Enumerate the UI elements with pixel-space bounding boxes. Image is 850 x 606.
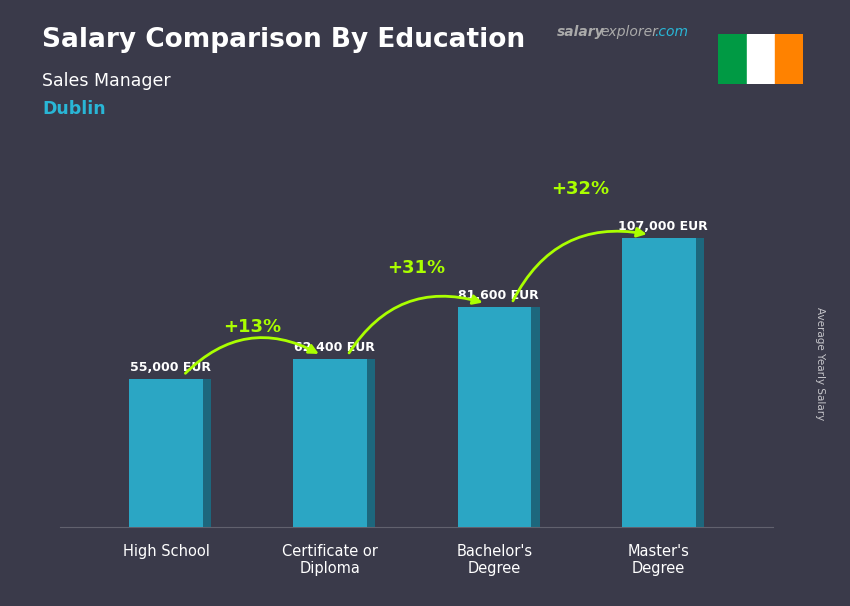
Text: Salary Comparison By Education: Salary Comparison By Education xyxy=(42,27,525,53)
Polygon shape xyxy=(203,379,212,527)
Text: 62,400 EUR: 62,400 EUR xyxy=(294,341,375,354)
Bar xyxy=(129,379,203,527)
Bar xyxy=(718,34,746,84)
Text: +31%: +31% xyxy=(388,259,445,276)
Text: 107,000 EUR: 107,000 EUR xyxy=(618,220,707,233)
Text: Sales Manager: Sales Manager xyxy=(42,72,171,90)
Polygon shape xyxy=(695,238,704,527)
Text: +13%: +13% xyxy=(224,318,281,336)
Text: .com: .com xyxy=(654,25,688,39)
Bar xyxy=(293,359,367,527)
Text: explorer: explorer xyxy=(600,25,658,39)
Text: salary: salary xyxy=(557,25,604,39)
Polygon shape xyxy=(367,359,376,527)
Text: 81,600 EUR: 81,600 EUR xyxy=(458,288,539,302)
Text: 55,000 EUR: 55,000 EUR xyxy=(130,361,211,374)
Bar xyxy=(775,34,803,84)
Text: +32%: +32% xyxy=(552,181,609,198)
Bar xyxy=(746,34,775,84)
Bar xyxy=(457,307,531,527)
Bar xyxy=(621,238,695,527)
Text: Average Yearly Salary: Average Yearly Salary xyxy=(815,307,825,420)
Polygon shape xyxy=(531,307,540,527)
Text: Dublin: Dublin xyxy=(42,100,106,118)
